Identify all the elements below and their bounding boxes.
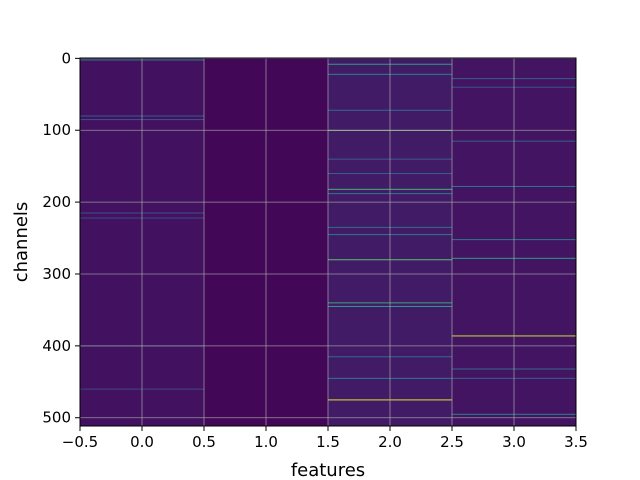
x-tick-label: 3.5 xyxy=(564,433,588,451)
x-tick-label: 2.5 xyxy=(440,433,464,451)
y-tick-label: 500 xyxy=(42,409,71,427)
y-tick-label: 100 xyxy=(42,121,71,139)
x-axis-label: features xyxy=(291,460,365,480)
x-tick-label: −0.5 xyxy=(62,433,98,451)
x-axis-ticks: −0.5 0.0 0.5 1.0 1.5 2.0 2.5 3.0 3.5 xyxy=(62,426,588,451)
y-tick-label: 200 xyxy=(42,193,71,211)
x-tick-label: 0.0 xyxy=(130,433,154,451)
y-tick-label: 300 xyxy=(42,265,71,283)
x-tick-label: 2.0 xyxy=(378,433,402,451)
y-tick-label: 400 xyxy=(42,337,71,355)
x-tick-label: 3.0 xyxy=(502,433,526,451)
y-axis-ticks: 0 100 200 300 400 500 xyxy=(42,49,80,427)
x-tick-label: 1.0 xyxy=(254,433,278,451)
y-axis-label: channels xyxy=(11,202,32,283)
y-tick-label: 0 xyxy=(61,49,71,67)
x-tick-label: 1.5 xyxy=(316,433,340,451)
x-tick-label: 0.5 xyxy=(192,433,216,451)
